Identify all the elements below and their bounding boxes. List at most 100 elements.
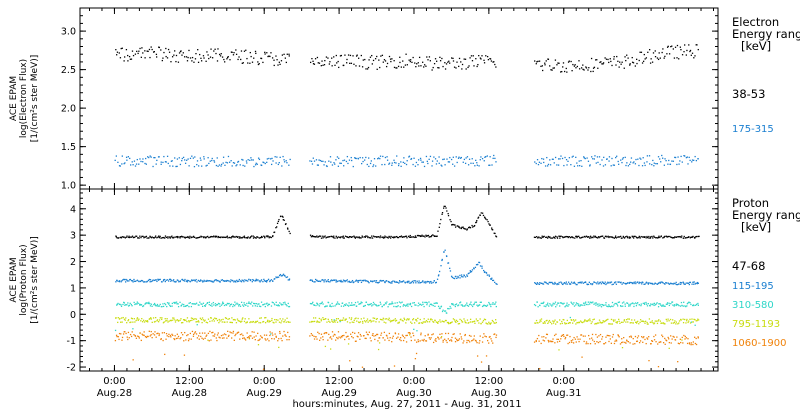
data-point: [262, 321, 264, 323]
data-point: [127, 319, 130, 321]
data-point: [253, 302, 255, 305]
data-point: [229, 321, 231, 324]
data-point: [164, 161, 167, 163]
data-point: [534, 282, 537, 285]
data-point: [435, 302, 438, 304]
data-point: [582, 302, 585, 304]
data-point: [420, 332, 422, 334]
data-point: [685, 337, 688, 339]
data-point: [217, 48, 219, 50]
data-point: [278, 346, 280, 349]
data-point: [199, 317, 202, 319]
data-point: [224, 236, 227, 239]
data-point: [222, 162, 224, 164]
data-point: [218, 336, 220, 338]
data-point: [599, 236, 601, 238]
data-point: [460, 304, 462, 306]
data-point: [441, 258, 443, 261]
data-point: [429, 319, 432, 321]
data-point: [559, 305, 561, 307]
data-point: [366, 319, 368, 322]
data-point: [457, 304, 460, 306]
data-point: [150, 156, 152, 158]
data-point: [559, 319, 561, 321]
data-point: [323, 279, 325, 281]
data-point: [176, 279, 179, 281]
data-point: [483, 62, 486, 64]
data-point: [673, 336, 675, 338]
data-point: [628, 318, 630, 320]
data-point: [463, 158, 466, 161]
data-point: [625, 164, 627, 167]
data-point: [321, 60, 323, 62]
data-point: [354, 157, 357, 159]
data-point: [206, 322, 209, 324]
data-point: [492, 302, 494, 304]
data-point: [540, 237, 543, 239]
data-point: [341, 302, 344, 304]
data-point: [193, 61, 195, 63]
data-point: [123, 318, 126, 320]
data-point: [632, 343, 634, 345]
data-point: [317, 280, 319, 282]
data-point: [317, 164, 320, 166]
data-point: [668, 53, 671, 55]
data-point: [203, 158, 205, 160]
data-point: [320, 65, 322, 67]
data-point: [117, 336, 119, 338]
data-point: [538, 237, 540, 239]
data-point: [693, 57, 695, 59]
data-point: [137, 319, 139, 322]
data-point: [176, 165, 178, 168]
data-point: [267, 319, 269, 321]
data-point: [183, 280, 186, 282]
data-point: [537, 163, 540, 166]
data-point: [428, 337, 430, 339]
data-point: [674, 236, 676, 238]
data-point: [562, 62, 565, 64]
data-point: [370, 340, 372, 342]
data-point: [433, 321, 435, 323]
y-tick-label: 1.0: [61, 181, 76, 192]
data-point: [633, 319, 636, 321]
data-point: [247, 159, 249, 161]
data-point: [134, 321, 136, 323]
data-point: [316, 320, 318, 322]
data-point: [255, 302, 257, 305]
data-point: [353, 281, 355, 283]
data-point: [391, 162, 393, 164]
data-point: [419, 304, 421, 306]
data-point: [631, 282, 634, 285]
data-point: [138, 280, 140, 283]
data-point: [345, 331, 347, 334]
data-point: [464, 320, 466, 322]
data-point: [130, 303, 132, 306]
y-axis-title: log(Proton Flux): [19, 244, 29, 315]
data-point: [161, 281, 163, 283]
data-point: [159, 278, 161, 281]
data-point: [446, 210, 448, 212]
data-point: [161, 318, 163, 321]
data-point: [279, 332, 281, 335]
data-point: [384, 302, 387, 304]
data-point: [457, 275, 459, 278]
y-tick-label: 1: [70, 283, 76, 294]
data-point: [495, 336, 497, 339]
data-point: [593, 66, 596, 68]
data-point: [680, 341, 682, 344]
data-point: [199, 157, 202, 159]
data-point: [561, 322, 563, 325]
data-point: [628, 282, 630, 284]
data-point: [674, 339, 677, 341]
data-point: [224, 317, 227, 319]
data-point: [186, 317, 189, 319]
data-point: [694, 283, 697, 285]
data-point: [201, 303, 203, 305]
data-point: [337, 236, 340, 238]
data-point: [629, 281, 631, 284]
data-point: [324, 279, 326, 281]
data-point: [485, 322, 487, 324]
data-point: [200, 236, 203, 238]
data-point: [288, 279, 291, 281]
data-point: [394, 281, 396, 283]
